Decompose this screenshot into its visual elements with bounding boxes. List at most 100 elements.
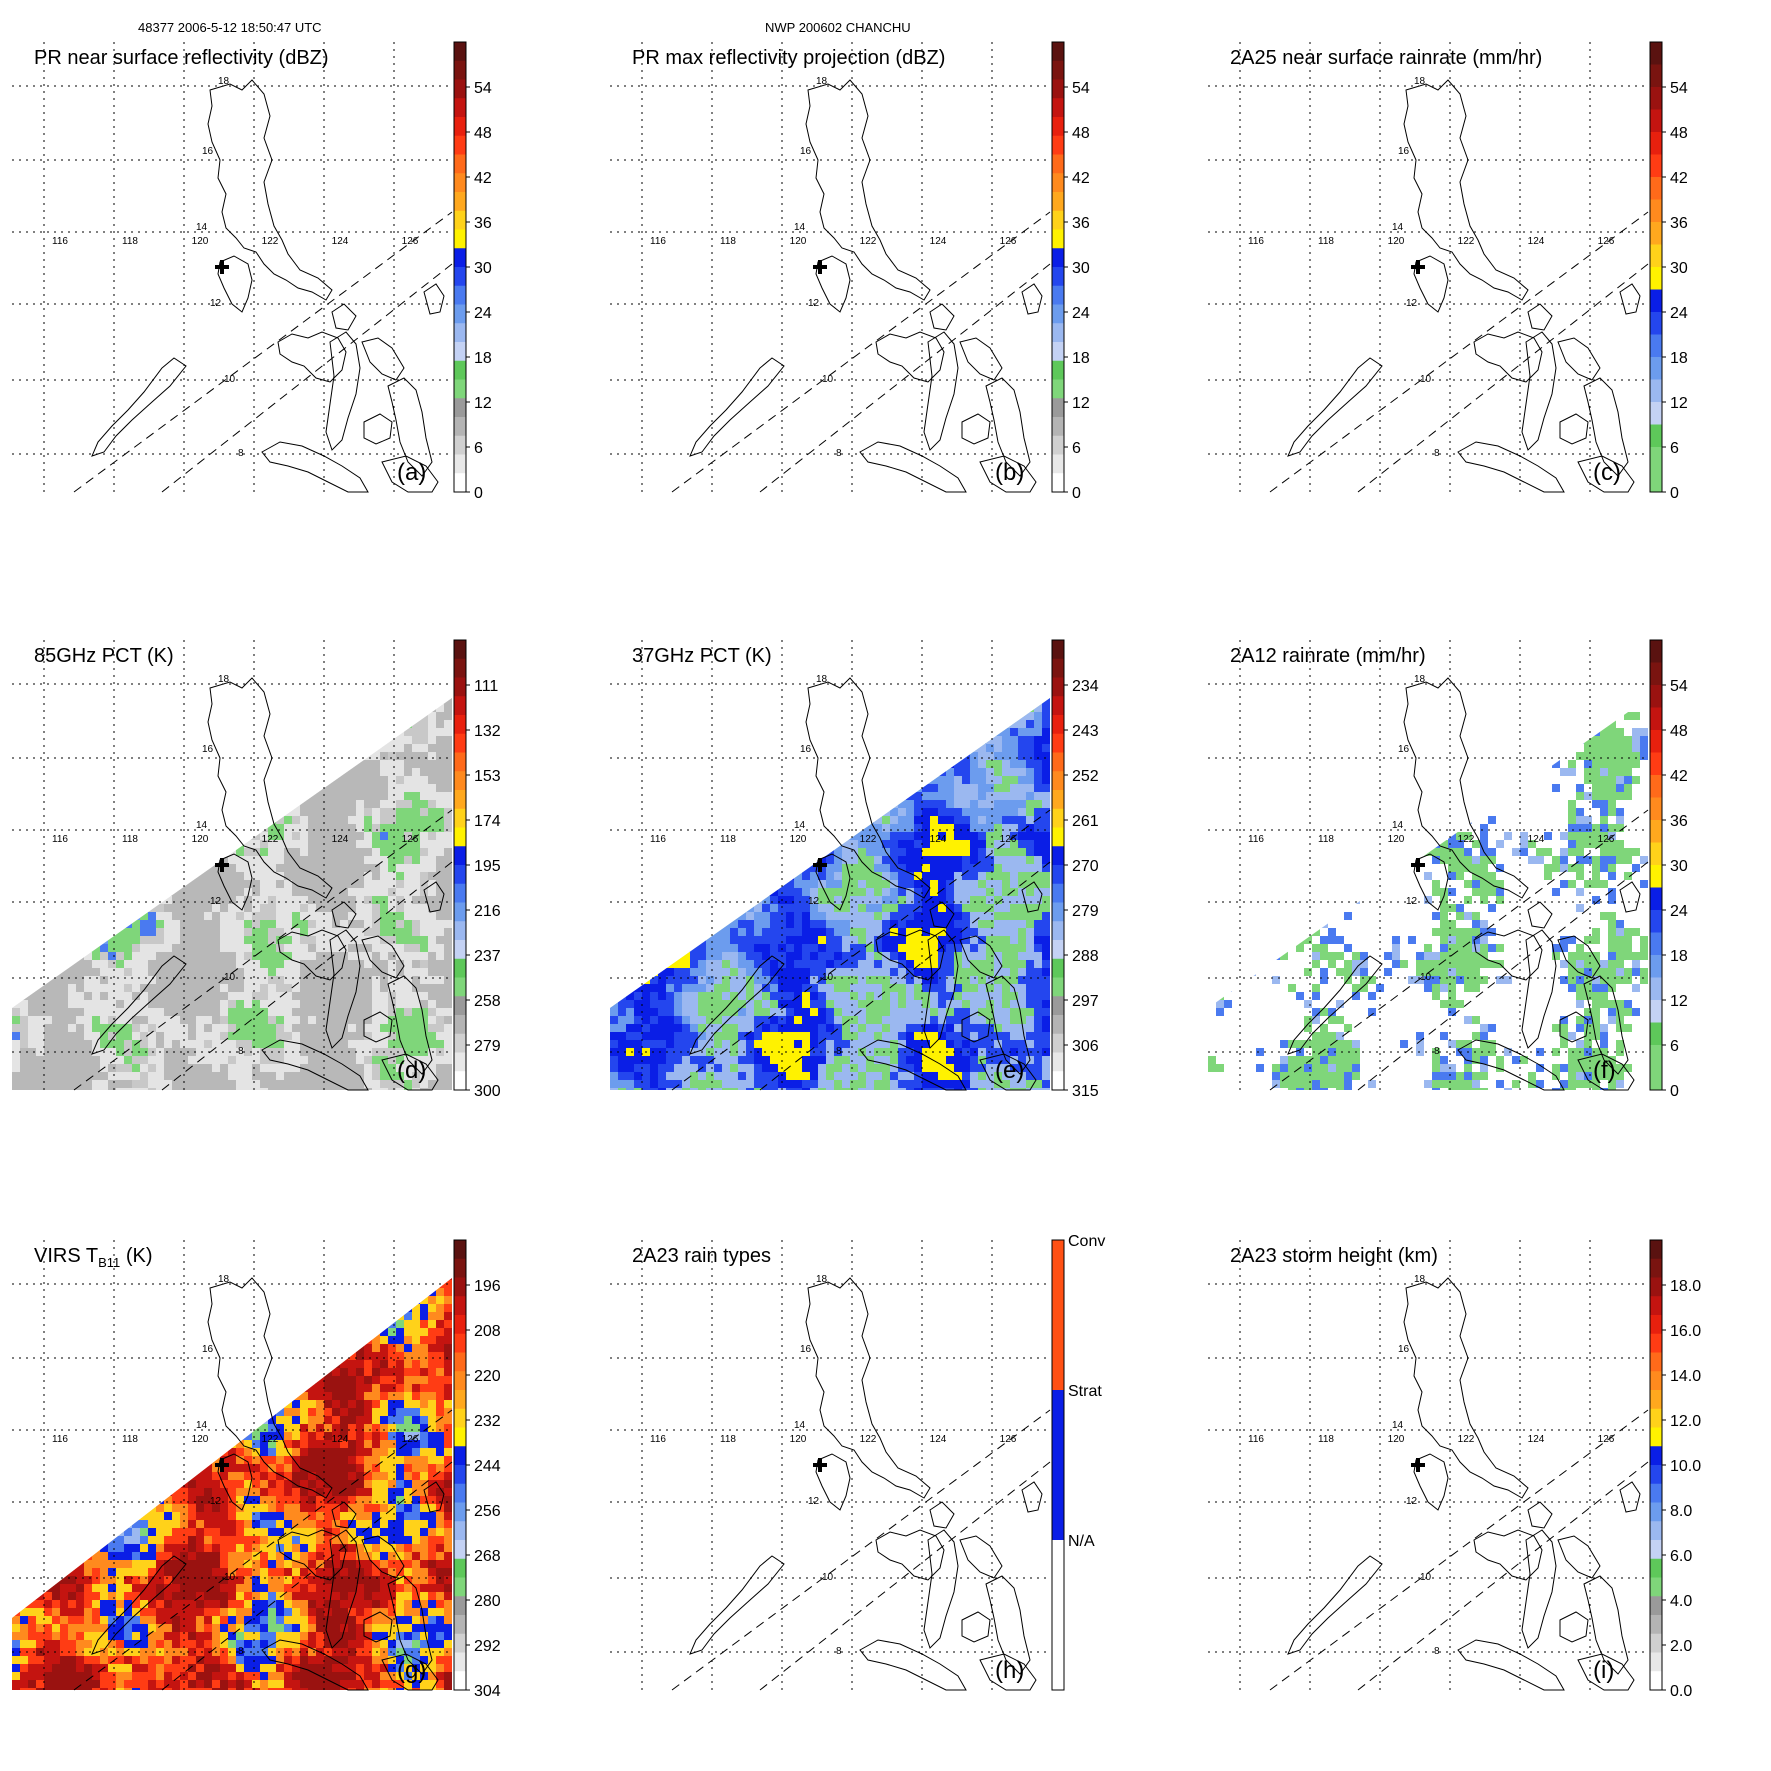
lat-label: 8 xyxy=(836,448,842,459)
lat-label: 10 xyxy=(1420,374,1432,385)
colorbar-tick: 237 xyxy=(474,948,501,965)
colorbar-tick: 12 xyxy=(1670,395,1688,412)
lat-label: 16 xyxy=(1398,1344,1410,1355)
storm-header: NWP 200602 CHANCHU xyxy=(765,20,911,35)
colorbar-tick: 270 xyxy=(1072,858,1099,875)
panel-i-map: 116 118 120 122 124 126 8 10 12 14 16 18 2A23 storm … xyxy=(1208,1239,1701,1700)
colorbar-tick: 36 xyxy=(1072,215,1090,232)
colorbar-tick: 14.0 xyxy=(1670,1368,1701,1385)
lon-label: 118 xyxy=(122,834,138,845)
colorbar-tick: 279 xyxy=(1072,903,1099,920)
panel-g-title: VIRS TB11 (K) xyxy=(34,1245,152,1270)
storm-center-cross-icon xyxy=(215,1458,229,1472)
panel-d-title: 85GHz PCT (K) xyxy=(34,645,174,667)
lon-label: 116 xyxy=(650,834,666,845)
lon-label: 126 xyxy=(1000,236,1017,247)
colorbar-tick: 261 xyxy=(1072,813,1099,830)
lat-label: 18 xyxy=(816,674,828,685)
lon-label: 118 xyxy=(720,834,736,845)
colorbar-tick: 48 xyxy=(1670,125,1688,142)
colorbar-tick: 48 xyxy=(474,125,492,142)
lon-label: 124 xyxy=(1528,236,1545,247)
colorbar-tick: 196 xyxy=(474,1278,501,1295)
lon-label: 124 xyxy=(930,834,947,845)
panel-d-field xyxy=(12,698,452,1090)
lat-label: 8 xyxy=(1434,1646,1440,1657)
lat-label: 12 xyxy=(1406,1496,1418,1507)
colorbar-tick: 0 xyxy=(474,485,483,502)
colorbar-tick: 279 xyxy=(474,1038,501,1055)
lon-label: 126 xyxy=(402,1434,419,1445)
colorbar-tick: 6 xyxy=(1072,440,1081,457)
lon-label: 120 xyxy=(192,834,209,845)
colorbar-tick: 36 xyxy=(1670,215,1688,232)
colorbar-tick: 195 xyxy=(474,858,501,875)
lon-label: 116 xyxy=(52,1434,68,1445)
lon-label: 120 xyxy=(1388,236,1405,247)
colorbar-tick: 111 xyxy=(474,678,498,695)
lat-label: 18 xyxy=(1414,1274,1426,1285)
colorbar-tick: 18 xyxy=(1072,350,1090,367)
colorbar-tick: 18.0 xyxy=(1670,1278,1701,1295)
colorbar-tick: 24 xyxy=(1670,305,1688,322)
lat-label: 12 xyxy=(808,896,820,907)
colorbar-tick: 256 xyxy=(474,1503,501,1520)
storm-center-cross-icon xyxy=(1411,858,1425,872)
panel-i-title: 2A23 storm height (km) xyxy=(1230,1245,1438,1267)
lon-label: 124 xyxy=(930,1434,947,1445)
lat-label: 14 xyxy=(1392,820,1404,831)
colorbar-tick: N/A xyxy=(1068,1533,1095,1550)
colorbar-tick: 4.0 xyxy=(1670,1593,1692,1610)
colorbar-tick: 24 xyxy=(1072,305,1090,322)
lat-label: 8 xyxy=(238,1046,244,1057)
lon-label: 120 xyxy=(790,236,807,247)
panel-e-map: 116 118 120 122 124 126 8 10 12 14 16 18 37GHz PCT (… xyxy=(610,639,1099,1100)
panel-f-field xyxy=(1208,698,1648,1090)
panel-g-colorbar: 196 208 220 232 244 256 268 280 292 304 xyxy=(453,1239,501,1700)
colorbar-tick: 0 xyxy=(1670,1083,1679,1100)
lat-label: 8 xyxy=(1434,448,1440,459)
lon-label: 120 xyxy=(192,1434,209,1445)
panel-b-letter: (b) xyxy=(995,459,1024,486)
lon-label: 116 xyxy=(1248,1434,1264,1445)
lon-label: 124 xyxy=(332,834,349,845)
lat-label: 10 xyxy=(224,1572,236,1583)
panel-i-colorbar: 18.0 16.0 14.0 12.0 10.0 8.0 6.0 4.0 2.0 0.0 xyxy=(1649,1239,1701,1700)
colorbar-tick: 54 xyxy=(1072,80,1090,97)
lon-label: 116 xyxy=(1248,236,1264,247)
lat-label: 16 xyxy=(1398,146,1410,157)
panel-h-map: 116 118 120 122 124 126 8 10 12 14 16 18 2A23 rain t… xyxy=(610,1233,1105,1691)
lon-label: 120 xyxy=(1388,834,1405,845)
lon-label: 118 xyxy=(122,236,138,247)
colorbar-tick: 0 xyxy=(1670,485,1679,502)
colorbar-tick: 12.0 xyxy=(1670,1413,1701,1430)
colorbar-tick: 300 xyxy=(474,1083,501,1100)
lon-label: 116 xyxy=(650,236,666,247)
colorbar-tick: 243 xyxy=(1072,723,1099,740)
panel-g-field xyxy=(12,1278,452,1690)
lon-label: 120 xyxy=(790,834,807,845)
colorbar-tick: 48 xyxy=(1072,125,1090,142)
colorbar-tick: 216 xyxy=(474,903,501,920)
lat-label: 14 xyxy=(1392,222,1404,233)
lat-label: 18 xyxy=(218,1274,230,1285)
colorbar-tick: 208 xyxy=(474,1323,501,1340)
storm-center-cross-icon xyxy=(813,1458,827,1472)
panel-c-field xyxy=(1270,212,1604,462)
colorbar-tick: 36 xyxy=(1670,813,1688,830)
panel-g-letter: (g) xyxy=(397,1657,426,1684)
lon-label: 120 xyxy=(1388,1434,1405,1445)
colorbar-tick: Conv xyxy=(1068,1233,1105,1250)
lat-label: 10 xyxy=(822,374,834,385)
lat-label: 8 xyxy=(238,1646,244,1657)
lon-label: 122 xyxy=(860,236,877,247)
panel-d-letter: (d) xyxy=(397,1057,426,1084)
lat-label: 14 xyxy=(794,222,806,233)
lon-label: 122 xyxy=(1458,1434,1475,1445)
lon-label: 116 xyxy=(1248,834,1264,845)
colorbar-tick: 54 xyxy=(1670,80,1688,97)
colorbar-tick: 258 xyxy=(474,993,501,1010)
